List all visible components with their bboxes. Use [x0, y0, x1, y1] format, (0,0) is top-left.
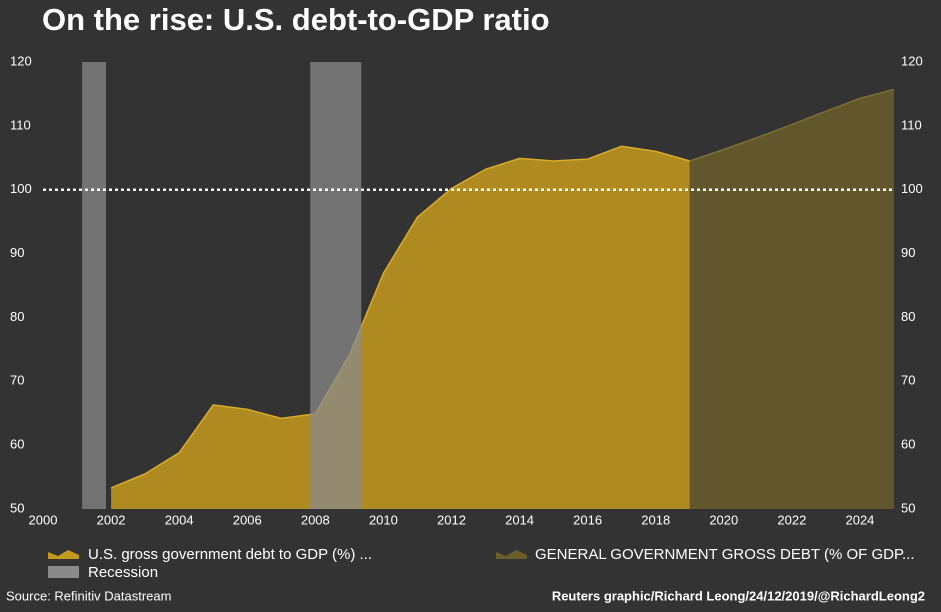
legend-label: U.S. gross government debt to GDP (%) ..…: [88, 546, 372, 563]
x-tick-label: 2018: [641, 512, 670, 527]
legend-label: Recession: [88, 564, 158, 581]
legend-label: GENERAL GOVERNMENT GROSS DEBT (% OF GDP.…: [535, 546, 915, 563]
line: [689, 88, 895, 162]
x-tick-label: 2020: [709, 512, 738, 527]
x-tick-label: 2010: [369, 512, 398, 527]
y-tick-label: 120: [10, 53, 32, 68]
x-tick-label: 2012: [437, 512, 466, 527]
y2-tick-label: 70: [901, 373, 915, 388]
x-tick-label: 2016: [573, 512, 602, 527]
y2-tick-label: 60: [901, 437, 915, 452]
x-tick-label: 2002: [97, 512, 126, 527]
y2-tick-label: 120: [901, 53, 923, 68]
line: [110, 145, 690, 489]
source: Source: Refinitiv Datastream: [6, 588, 171, 603]
y-tick-label: 110: [10, 117, 31, 132]
y2-tick-label: 80: [901, 309, 915, 324]
credit: Reuters graphic/Richard Leong/24/12/2019…: [552, 588, 925, 603]
y-tick-label: 90: [10, 245, 24, 260]
y-tick-label: 70: [10, 373, 24, 388]
y2-tick-label: 90: [901, 245, 915, 260]
x-tick-label: 2004: [165, 512, 194, 527]
legend-swatch: [48, 550, 79, 559]
legend-swatch: [48, 566, 79, 578]
recession-band: [82, 62, 106, 509]
x-tick-label: 2024: [845, 512, 874, 527]
x-tick-label: 2008: [301, 512, 330, 527]
area: [111, 146, 690, 509]
y-tick-label: 80: [10, 309, 24, 324]
y-tick-label: 60: [10, 437, 24, 452]
x-tick-label: 2006: [233, 512, 262, 527]
x-tick-label: 2014: [505, 512, 534, 527]
recession-band: [310, 62, 362, 509]
y-tick-label: 50: [10, 500, 24, 515]
x-tick-label: 2000: [29, 512, 58, 527]
y2-tick-label: 100: [901, 181, 923, 196]
y2-tick-label: 50: [901, 500, 915, 515]
y2-tick-label: 110: [901, 117, 922, 132]
chart-title: On the rise: U.S. debt-to-GDP ratio: [42, 2, 550, 37]
legend-swatch: [496, 550, 527, 559]
x-tick-label: 2022: [777, 512, 806, 527]
y-tick-label: 100: [10, 181, 32, 196]
area: [689, 89, 894, 510]
